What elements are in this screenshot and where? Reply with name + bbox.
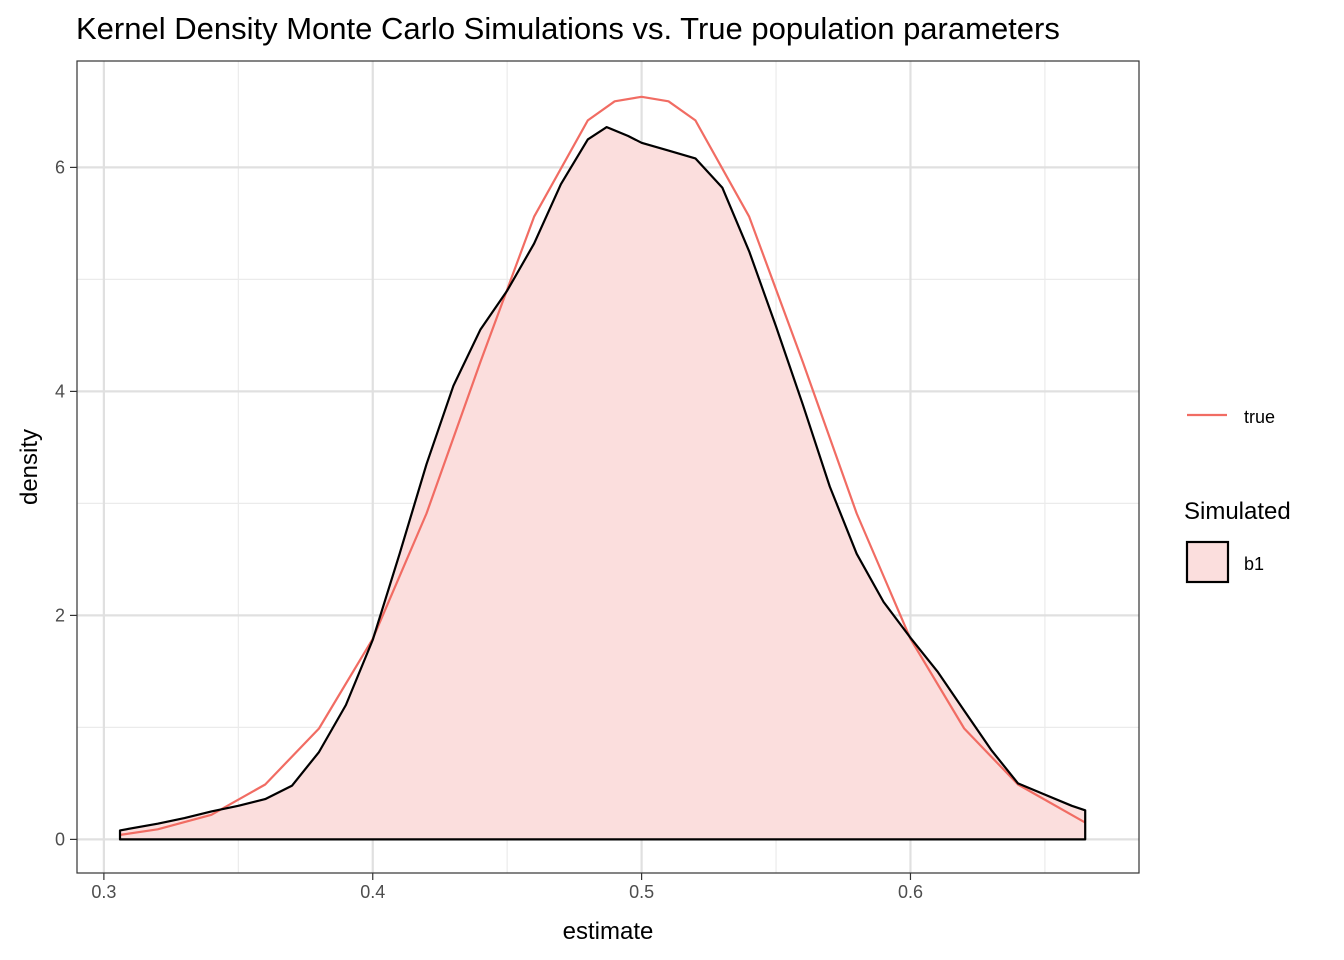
- y-tick-label: 2: [55, 605, 65, 625]
- legend-line-label: true: [1244, 407, 1275, 427]
- plot-panel-border: [76, 60, 1140, 874]
- chart-title: Kernel Density Monte Carlo Simulations v…: [76, 11, 1060, 46]
- density-outline-b1: [118, 126, 1087, 841]
- y-tick-label: 0: [55, 829, 65, 849]
- y-tick-label: 4: [55, 381, 65, 401]
- y-tick-label: 6: [55, 157, 65, 177]
- density-area-b1: [120, 127, 1086, 840]
- legend-fill-title: Simulated: [1184, 498, 1291, 525]
- x-tick-label: 0.5: [629, 882, 654, 902]
- legend-fill-key: [1185, 540, 1230, 584]
- series-line-true: [119, 95, 1086, 836]
- x-axis: 0.3 0.4 0.5 0.6: [91, 873, 923, 902]
- x-tick-label: 0.4: [360, 882, 385, 902]
- x-axis-title: estimate: [563, 918, 654, 945]
- legend: true Simulated b1: [1184, 407, 1291, 584]
- data-marks: [118, 95, 1087, 841]
- y-axis-title: density: [16, 429, 43, 505]
- x-tick-label: 0.6: [898, 882, 923, 902]
- y-axis: 0 2 4 6: [55, 157, 77, 849]
- legend-fill-label: b1: [1244, 554, 1264, 574]
- x-tick-label: 0.3: [91, 882, 116, 902]
